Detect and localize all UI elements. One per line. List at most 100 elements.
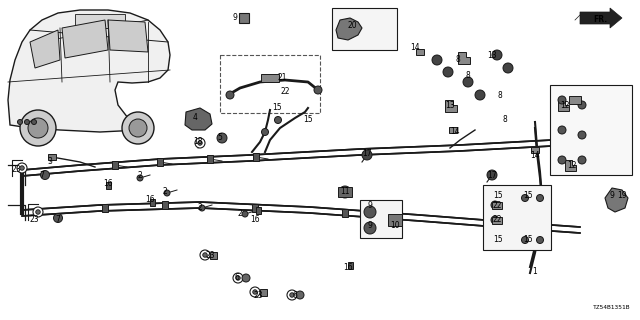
- Circle shape: [443, 67, 453, 77]
- Text: 16: 16: [250, 215, 260, 225]
- Text: 19: 19: [617, 190, 627, 199]
- Bar: [75, 14, 125, 28]
- Bar: [449, 127, 457, 133]
- Circle shape: [536, 236, 543, 244]
- Bar: [483, 185, 551, 250]
- Circle shape: [122, 112, 154, 144]
- Text: 17: 17: [487, 171, 497, 180]
- Bar: [492, 202, 502, 209]
- Circle shape: [558, 156, 566, 164]
- Polygon shape: [185, 108, 212, 130]
- Circle shape: [236, 276, 240, 280]
- Polygon shape: [445, 100, 457, 112]
- Bar: [388, 214, 402, 226]
- Circle shape: [287, 290, 297, 300]
- Bar: [569, 96, 581, 104]
- Circle shape: [364, 222, 376, 234]
- Polygon shape: [605, 188, 628, 212]
- Text: 23: 23: [11, 165, 21, 174]
- Text: FR.: FR.: [593, 15, 607, 25]
- Bar: [550, 85, 632, 175]
- Text: 22: 22: [492, 201, 502, 210]
- Circle shape: [262, 129, 269, 135]
- Bar: [261, 74, 279, 82]
- Circle shape: [558, 96, 566, 104]
- Circle shape: [578, 101, 586, 109]
- Text: 16: 16: [343, 262, 353, 271]
- Bar: [342, 209, 348, 217]
- Text: TZ54B1351B: TZ54B1351B: [593, 305, 630, 310]
- Polygon shape: [565, 160, 576, 171]
- Text: 16: 16: [103, 179, 113, 188]
- Text: 9: 9: [609, 190, 614, 199]
- Bar: [416, 49, 424, 55]
- Circle shape: [475, 90, 485, 100]
- Bar: [102, 204, 108, 212]
- Circle shape: [290, 293, 294, 297]
- Bar: [48, 154, 56, 160]
- Text: 15: 15: [303, 116, 313, 124]
- Text: 15: 15: [493, 236, 503, 244]
- Text: 12: 12: [567, 161, 577, 170]
- Circle shape: [129, 119, 147, 137]
- Circle shape: [233, 273, 243, 283]
- Circle shape: [503, 63, 513, 73]
- Circle shape: [364, 206, 376, 218]
- Circle shape: [36, 210, 40, 214]
- Text: 17: 17: [362, 149, 372, 158]
- Text: 12: 12: [560, 100, 570, 109]
- Circle shape: [558, 126, 566, 134]
- Bar: [531, 147, 539, 153]
- Circle shape: [296, 291, 304, 299]
- Text: 2: 2: [138, 171, 142, 180]
- Bar: [150, 198, 154, 205]
- Text: 14: 14: [530, 150, 540, 159]
- Circle shape: [198, 141, 202, 145]
- Polygon shape: [8, 10, 170, 132]
- Text: 13: 13: [445, 100, 455, 109]
- Text: 18: 18: [193, 138, 203, 147]
- Text: 8: 8: [502, 116, 508, 124]
- Circle shape: [17, 163, 27, 173]
- Text: 9: 9: [367, 201, 372, 210]
- Circle shape: [40, 171, 49, 180]
- Bar: [492, 217, 502, 223]
- Text: 22: 22: [492, 215, 502, 225]
- Text: 2: 2: [198, 203, 202, 212]
- Circle shape: [491, 201, 499, 209]
- Text: 3: 3: [47, 157, 52, 166]
- Polygon shape: [336, 18, 362, 40]
- Polygon shape: [458, 52, 470, 64]
- Circle shape: [275, 116, 282, 124]
- Text: 7: 7: [56, 215, 60, 225]
- Circle shape: [33, 207, 43, 217]
- Circle shape: [522, 236, 529, 244]
- Text: 9: 9: [367, 220, 372, 229]
- Bar: [112, 161, 118, 169]
- Bar: [348, 261, 353, 268]
- Bar: [239, 13, 249, 23]
- Polygon shape: [30, 30, 60, 68]
- Polygon shape: [62, 20, 108, 58]
- Circle shape: [578, 156, 586, 164]
- Circle shape: [20, 166, 24, 170]
- Text: 22: 22: [280, 87, 290, 97]
- Bar: [162, 201, 168, 209]
- Text: 7: 7: [40, 172, 44, 180]
- Polygon shape: [108, 20, 148, 52]
- Bar: [255, 206, 260, 213]
- Circle shape: [432, 55, 442, 65]
- Circle shape: [242, 211, 248, 217]
- Circle shape: [492, 50, 502, 60]
- Text: 10: 10: [390, 220, 400, 229]
- Circle shape: [362, 150, 372, 160]
- Text: 15: 15: [493, 190, 503, 199]
- Polygon shape: [558, 100, 569, 111]
- Circle shape: [242, 274, 250, 282]
- Bar: [338, 187, 352, 197]
- Circle shape: [487, 170, 497, 180]
- Circle shape: [164, 190, 170, 196]
- Text: 15: 15: [272, 103, 282, 113]
- Circle shape: [24, 119, 29, 124]
- Circle shape: [28, 118, 48, 138]
